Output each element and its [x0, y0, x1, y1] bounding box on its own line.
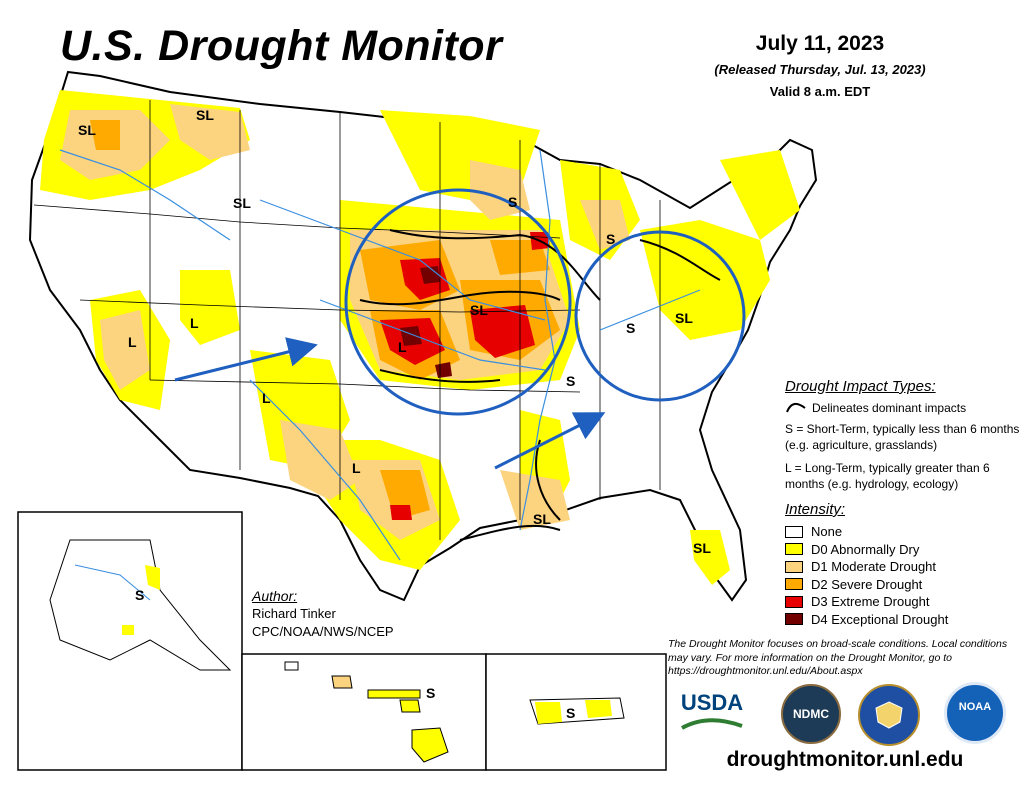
author-name: Richard Tinker: [252, 606, 336, 621]
ndmc-logo-text: NDMC: [793, 707, 829, 721]
commerce-seal-icon: [858, 684, 920, 746]
noaa-logo: NOAA: [944, 682, 1006, 744]
legend-label: D2 Severe Drought: [811, 576, 923, 592]
eagle-shield-icon: [875, 701, 903, 729]
map-date: July 11, 2023: [755, 32, 885, 55]
legend-label: None: [811, 524, 843, 540]
arrow-south-to-east: [494, 412, 606, 470]
legend-swatch: [785, 595, 803, 608]
valid-time: Valid 8 a.m. EDT: [769, 84, 871, 99]
impact-lines: [359, 229, 721, 541]
usda-logo-text: USDA: [680, 690, 744, 715]
noaa-logo-text: NOAA: [958, 701, 992, 713]
author-org: CPC/NOAA/NWS/NCEP: [252, 624, 394, 639]
label-wy: SL: [233, 195, 251, 211]
puerto-rico-inset: S: [485, 653, 667, 771]
intensity-title: Intensity:: [785, 501, 846, 518]
impact-delineates: Delineates dominant impacts: [812, 401, 967, 415]
arrow-west-to-plains: [174, 337, 318, 382]
legend-d3: D3 Extreme Drought: [785, 593, 948, 611]
legend-label: D0 Abnormally Dry: [811, 541, 920, 557]
hawaii-inset: S: [241, 653, 487, 771]
label-nm: L: [262, 390, 271, 406]
legend-swatch: [785, 613, 803, 626]
legend-swatch: [785, 560, 803, 573]
label-la: SL: [533, 511, 551, 527]
legend-swatch: [785, 543, 803, 556]
d4-zones: [400, 266, 452, 378]
legend-label: D3 Extreme Drought: [811, 594, 930, 610]
impact-short-term: S = Short-Term, typically less than 6 mo…: [785, 422, 1020, 452]
impact-line-icon: [786, 402, 806, 413]
legend-swatch: [785, 525, 803, 538]
intensity-legend: None D0 Abnormally Dry D1 Moderate Droug…: [785, 523, 948, 628]
website-link[interactable]: droughtmonitor.unl.edu: [726, 748, 964, 771]
label-mt: SL: [196, 107, 214, 123]
ohio-valley-highlight-circle: [574, 230, 746, 402]
label-ak: S: [135, 587, 144, 603]
release-date: (Released Thursday, Jul. 13, 2023): [714, 62, 926, 77]
legend-d0: D0 Abnormally Dry: [785, 541, 948, 559]
label-fl: SL: [693, 540, 711, 556]
legend-d4: D4 Exceptional Drought: [785, 611, 948, 629]
label-or: SL: [78, 122, 96, 138]
map-title: U.S. Drought Monitor: [60, 22, 503, 70]
label-pr: S: [566, 705, 575, 721]
label-tx: L: [352, 460, 361, 476]
legend-d2: D2 Severe Drought: [785, 576, 948, 594]
legend-swatch: [785, 578, 803, 591]
plains-highlight-circle: [344, 188, 572, 416]
legend-none: None: [785, 523, 948, 541]
label-wv: SL: [675, 310, 693, 326]
usda-swoosh-icon: [681, 718, 743, 730]
label-ms: S: [566, 373, 575, 389]
alaska-inset: S: [17, 511, 243, 771]
label-mn: S: [508, 194, 517, 210]
label-hi: S: [426, 685, 435, 701]
ndmc-logo: NDMC: [781, 684, 841, 744]
author-title: Author:: [252, 588, 298, 604]
disclaimer-note: The Drought Monitor focuses on broad-sca…: [668, 638, 1008, 677]
label-ks: SL: [470, 302, 488, 318]
label-ks-west: L: [398, 339, 407, 355]
label-ca: L: [128, 334, 137, 350]
rivers: [59, 149, 701, 561]
label-ut: L: [190, 315, 199, 331]
legend-d1: D1 Moderate Drought: [785, 558, 948, 576]
impact-long-term: L = Long-Term, typically greater than 6 …: [785, 461, 990, 491]
usda-logo: USDA: [680, 686, 744, 738]
impact-types-title: Drought Impact Types:: [785, 378, 936, 395]
legend-label: D4 Exceptional Drought: [811, 611, 949, 627]
label-mi: S: [606, 231, 615, 247]
legend-label: D1 Moderate Drought: [811, 559, 937, 575]
label-ky: S: [626, 320, 635, 336]
